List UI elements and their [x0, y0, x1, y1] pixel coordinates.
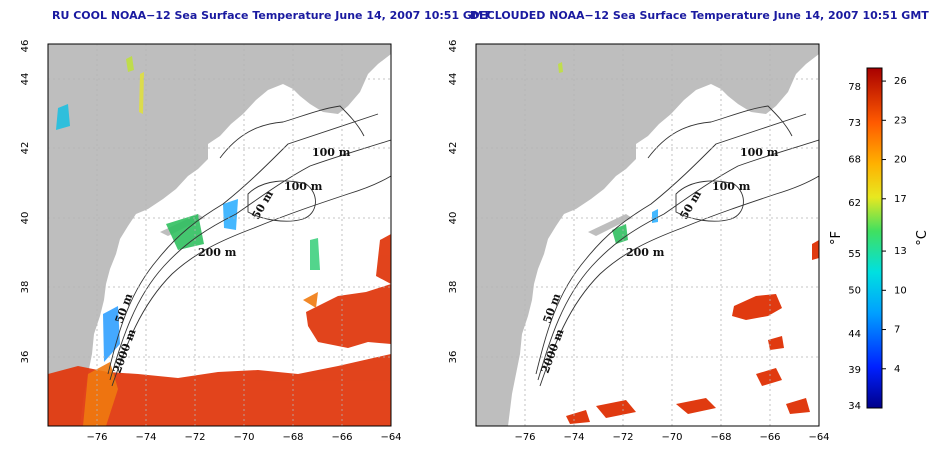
right-sst-map: 100 m 100 m 50 m 200 m 50 m 2000 m −76 −…: [448, 40, 830, 443]
celsius-tick-label: 4: [894, 364, 900, 375]
fahrenheit-tick-label: 55: [848, 249, 861, 260]
lat-tick: 36: [448, 351, 459, 364]
long-island: [588, 214, 632, 236]
lat-ticks: 36 38 40 42 44 46: [20, 40, 31, 364]
lon-tick: −64: [808, 432, 829, 443]
fahrenheit-tick-label: 78: [848, 82, 861, 93]
fahrenheit-tick-label: 50: [848, 285, 861, 296]
sst-orange-field: [83, 292, 318, 426]
land-mass: [48, 44, 391, 426]
bathymetry-contours: [107, 105, 391, 387]
celsius-ticks: 26 23 20 17 13 10 7 4: [882, 76, 907, 375]
lon-tick: −70: [661, 432, 682, 443]
lon-tick: −70: [233, 432, 254, 443]
lon-tick: −68: [710, 432, 731, 443]
fahrenheit-tick-label: 44: [848, 329, 861, 340]
lon-ticks: −76 −74 −72 −70 −68 −66 −64: [86, 432, 401, 443]
contour-label: 200 m: [198, 246, 237, 259]
celsius-tick-label: 20: [894, 155, 907, 166]
lon-tick: −68: [282, 432, 303, 443]
lon-tick: −64: [380, 432, 401, 443]
lat-tick: 38: [20, 281, 31, 294]
celsius-tick-label: 10: [894, 285, 907, 296]
fahrenheit-tick-label: 68: [848, 155, 861, 166]
colorbar-gradient: [866, 67, 883, 409]
lat-tick: 44: [20, 73, 31, 86]
lon-ticks: −76 −74 −72 −70 −68 −66 −64: [514, 432, 829, 443]
contour-label: 100 m: [312, 146, 351, 159]
fahrenheit-ticks: 78 73 68 62 55 50 44 39 34: [848, 82, 861, 412]
left-map-title: RU COOL NOAA−12 Sea Surface Temperature …: [52, 9, 491, 22]
land-mass: [476, 44, 819, 426]
left-sst-map: 100 m 100 m 50 m 200 m 50 m 2000 m −76 −…: [20, 40, 402, 443]
map-frame: [47, 43, 392, 427]
lat-lon-grid: [476, 44, 819, 426]
lon-tick: −66: [331, 432, 352, 443]
contour-label: 200 m: [626, 246, 665, 259]
contour-label: 100 m: [284, 180, 323, 193]
lat-tick: 42: [448, 142, 459, 155]
fahrenheit-tick-label: 73: [848, 118, 861, 129]
lat-tick: 40: [448, 212, 459, 225]
celsius-tick-label: 7: [894, 325, 900, 336]
fahrenheit-tick-label: 39: [848, 365, 861, 376]
lat-ticks: 36 38 40 42 44 46: [448, 40, 459, 364]
contour-label: 100 m: [740, 146, 779, 159]
lat-tick: 44: [448, 73, 459, 86]
lat-tick: 46: [20, 40, 31, 53]
lat-tick: 42: [20, 142, 31, 155]
lat-tick: 36: [20, 351, 31, 364]
lat-tick: 40: [20, 212, 31, 225]
sst-warm-field: [48, 234, 391, 426]
fahrenheit-tick-label: 62: [848, 198, 861, 209]
temperature-colorbar: 78 73 68 62 55 50 44 39 34 26 23 20 17 13 10 7 4 °F °C: [829, 67, 930, 412]
fahrenheit-tick-label: 34: [848, 401, 861, 412]
right-map-title: DECLOUDED NOAA−12 Sea Surface Temperatur…: [470, 9, 929, 22]
lon-tick: −74: [563, 432, 584, 443]
sst-warm-patches: [566, 240, 819, 424]
lon-tick: −72: [184, 432, 205, 443]
bathymetry-contours: [535, 105, 819, 387]
map-frame: [475, 43, 820, 427]
celsius-tick-label: 26: [894, 76, 907, 87]
lon-tick: −72: [612, 432, 633, 443]
lon-tick: −76: [86, 432, 107, 443]
lat-tick: 46: [448, 40, 459, 53]
lat-tick: 38: [448, 281, 459, 294]
celsius-tick-label: 17: [894, 194, 907, 205]
fahrenheit-unit-label: °F: [829, 231, 844, 245]
celsius-unit-label: °C: [915, 230, 930, 246]
lon-tick: −76: [514, 432, 535, 443]
sst-cool-patches: [56, 56, 320, 362]
celsius-tick-label: 13: [894, 246, 907, 257]
celsius-tick-label: 23: [894, 115, 907, 126]
contour-label: 100 m: [712, 180, 751, 193]
lon-tick: −74: [135, 432, 156, 443]
sst-cool-patches: [558, 62, 658, 244]
lon-tick: −66: [759, 432, 780, 443]
lat-lon-grid: [48, 44, 391, 426]
